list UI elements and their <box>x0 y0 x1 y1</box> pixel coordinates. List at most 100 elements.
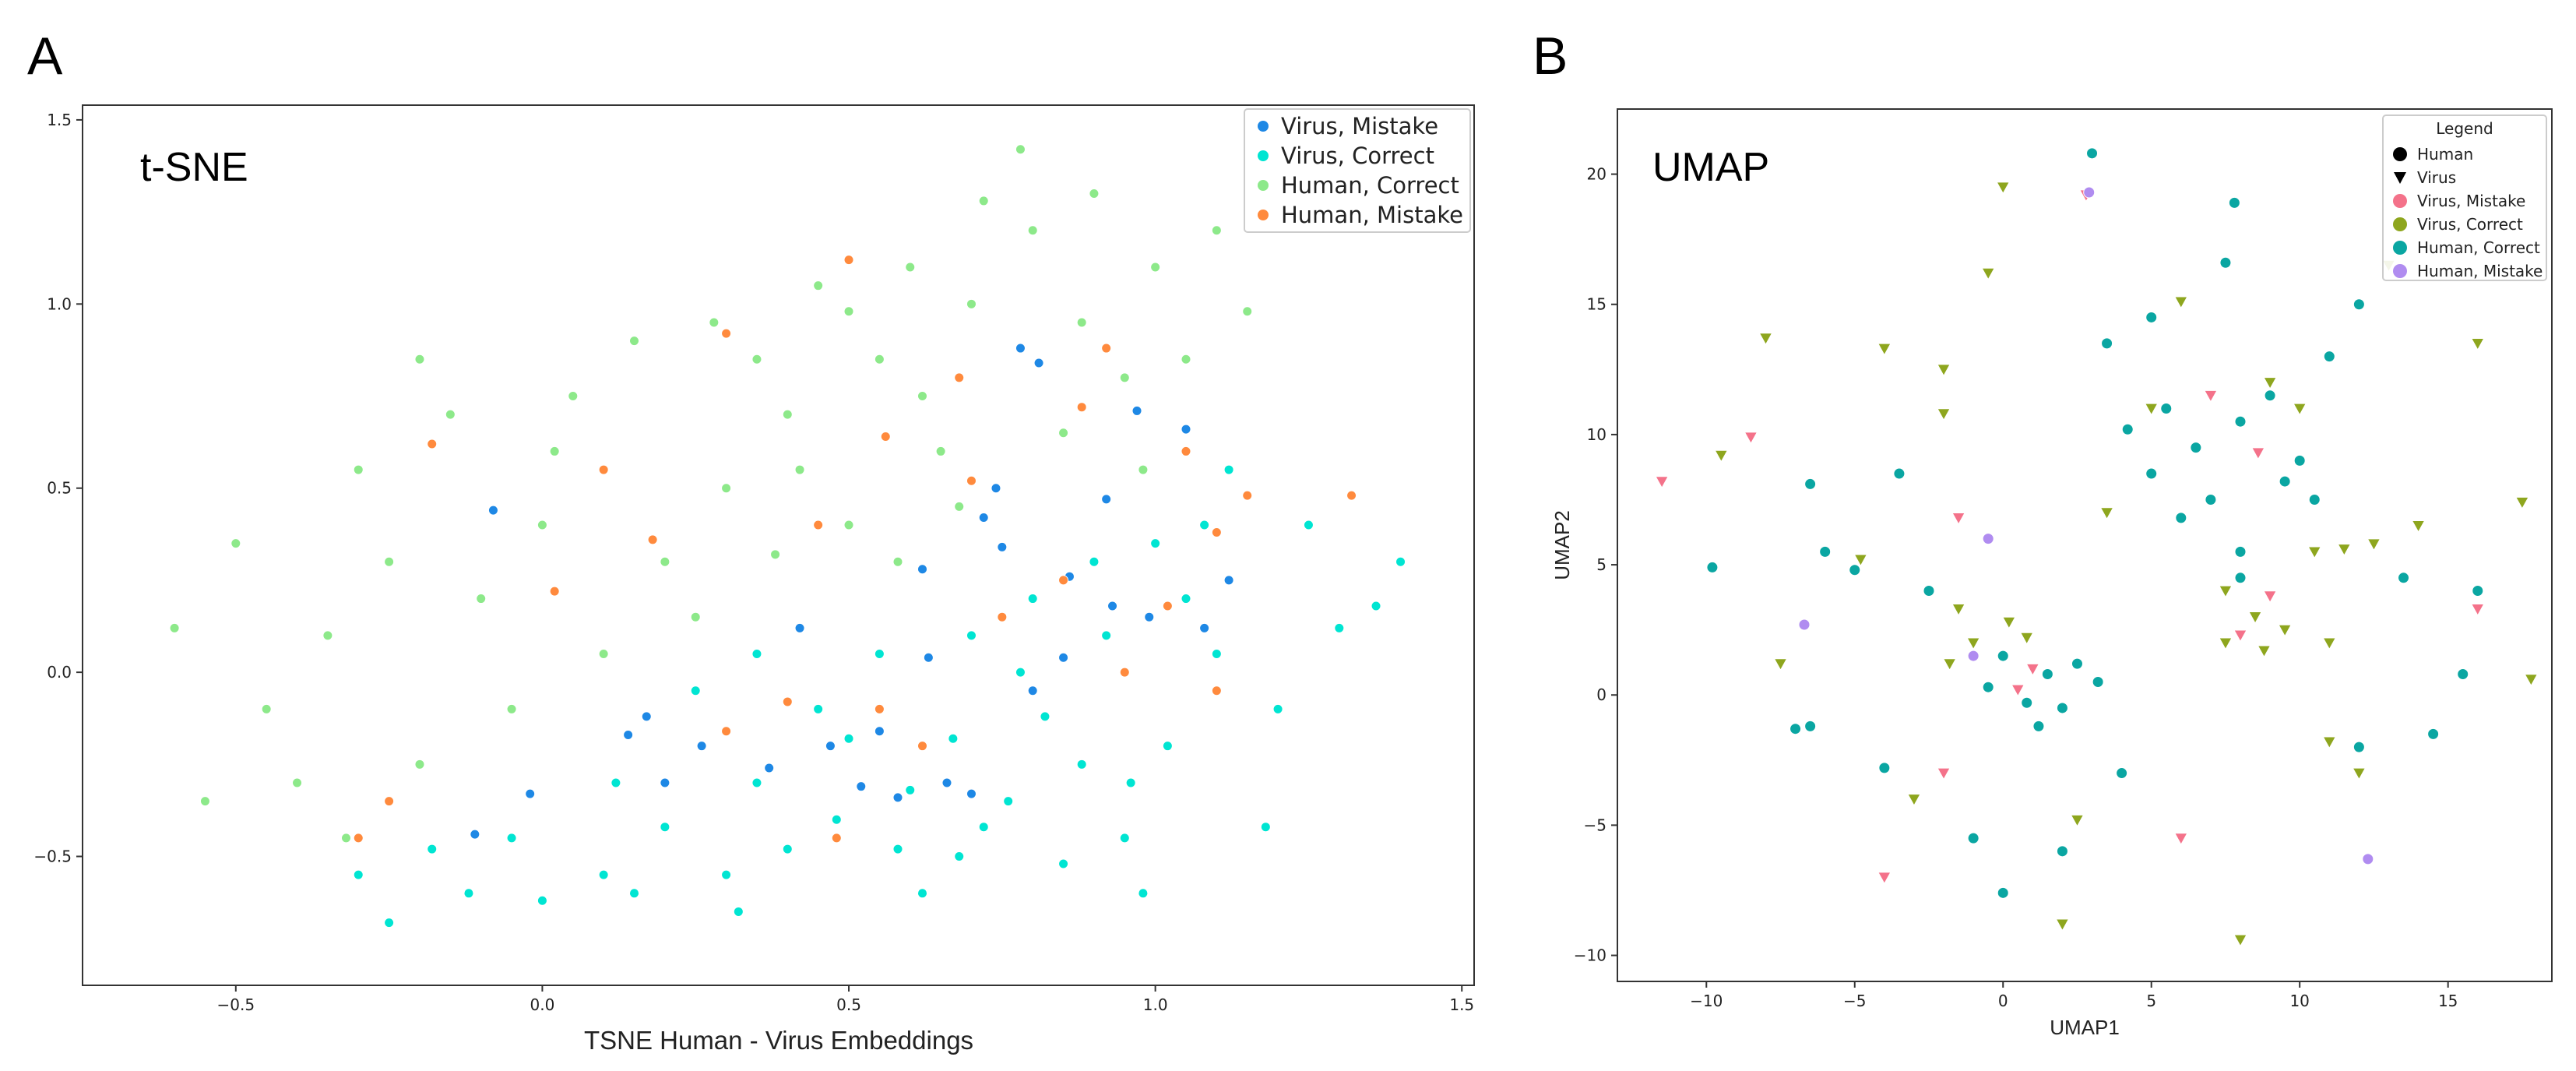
data-point <box>537 520 547 530</box>
data-point <box>231 538 241 549</box>
data-point <box>948 733 959 744</box>
data-point <box>1303 520 1314 530</box>
y-tick-label: 0 <box>1596 685 1606 704</box>
y-tick-label: 10 <box>1587 425 1606 444</box>
legend-label: Human, Mistake <box>1281 202 1463 228</box>
series-human-correct <box>1706 147 2484 899</box>
umap-method-label: UMAP <box>1652 145 1769 190</box>
data-point <box>2041 668 2053 680</box>
data-point <box>169 622 180 633</box>
data-point <box>1982 533 1994 545</box>
y-tick-label: 0.5 <box>47 479 72 498</box>
data-point <box>874 703 885 714</box>
data-point <box>1033 358 1044 368</box>
series-virus-correct <box>353 464 1406 928</box>
data-point <box>1371 601 1381 611</box>
data-point <box>1223 575 1234 586</box>
data-point <box>941 777 952 788</box>
data-point <box>384 918 395 928</box>
data-point <box>2307 546 2322 559</box>
data-point <box>831 814 842 825</box>
data-point <box>2219 256 2232 269</box>
series-human-mistake <box>1798 186 2374 865</box>
data-point <box>2524 674 2539 687</box>
data-point <box>2263 590 2277 604</box>
data-point <box>1181 354 1191 365</box>
data-point <box>611 777 621 788</box>
data-point <box>2279 475 2291 488</box>
data-point <box>1395 556 1406 567</box>
data-point <box>1272 703 1283 714</box>
data-point <box>470 829 480 840</box>
data-point <box>733 906 744 917</box>
data-point <box>1119 833 1130 844</box>
data-point <box>2021 696 2033 709</box>
data-point <box>966 475 977 486</box>
x-tick-label: 10 <box>2289 992 2309 1010</box>
data-point <box>813 520 824 530</box>
tsne-plot-frame <box>82 104 1475 986</box>
data-point <box>856 781 867 792</box>
data-point <box>794 622 805 633</box>
data-point <box>2144 403 2159 416</box>
data-point <box>487 505 498 516</box>
data-point <box>2470 337 2485 351</box>
data-point <box>2173 833 2188 846</box>
data-point <box>2190 442 2202 454</box>
data-point <box>2070 814 2085 827</box>
data-point <box>1942 658 1957 671</box>
data-point <box>1744 432 1758 445</box>
data-point <box>2293 454 2306 467</box>
data-point <box>506 833 517 844</box>
data-point <box>629 336 640 347</box>
legend-label: Human <box>2417 145 2473 164</box>
umap-y-axis-title: UMAP2 <box>1550 510 1574 580</box>
data-point <box>1003 796 1014 807</box>
data-point <box>751 354 762 365</box>
legend-label: Virus, Correct <box>1281 143 1434 169</box>
data-point <box>1150 538 1161 549</box>
data-point <box>1346 490 1357 501</box>
data-point <box>1119 667 1130 678</box>
data-point <box>427 439 438 449</box>
data-point <box>991 483 1001 494</box>
y-tick-label: −10 <box>1574 946 1606 965</box>
y-tick-label: 20 <box>1587 165 1606 184</box>
legend-label: Human, Mistake <box>2417 262 2543 280</box>
data-point <box>751 648 762 659</box>
data-point <box>721 483 732 494</box>
data-point <box>2032 720 2045 732</box>
data-point <box>721 726 732 737</box>
data-point <box>353 833 364 844</box>
data-point <box>1804 720 1817 732</box>
data-point <box>966 788 977 799</box>
data-point <box>690 685 701 696</box>
data-point <box>1058 575 1069 586</box>
data-point <box>2233 934 2247 947</box>
data-point <box>463 888 474 899</box>
data-point <box>1849 564 1861 576</box>
data-point <box>660 556 670 567</box>
data-point <box>2121 423 2134 435</box>
data-point <box>1804 477 1817 490</box>
data-point <box>917 391 927 402</box>
data-point <box>1714 449 1729 463</box>
data-point <box>2056 845 2068 858</box>
data-point <box>623 729 634 740</box>
data-point <box>1181 446 1191 456</box>
panel-letter-b: B <box>1533 26 1568 86</box>
data-point <box>2234 572 2247 584</box>
data-point <box>1015 667 1026 678</box>
data-point <box>2234 415 2247 428</box>
x-tick-label: 15 <box>2438 992 2458 1010</box>
data-point <box>1981 267 1996 280</box>
data-point <box>874 354 885 365</box>
data-point <box>917 564 927 575</box>
data-point <box>1223 464 1234 475</box>
data-point <box>966 298 977 309</box>
data-point <box>384 796 395 807</box>
data-point <box>2160 402 2173 414</box>
data-point <box>2323 351 2335 363</box>
data-point <box>751 777 762 788</box>
